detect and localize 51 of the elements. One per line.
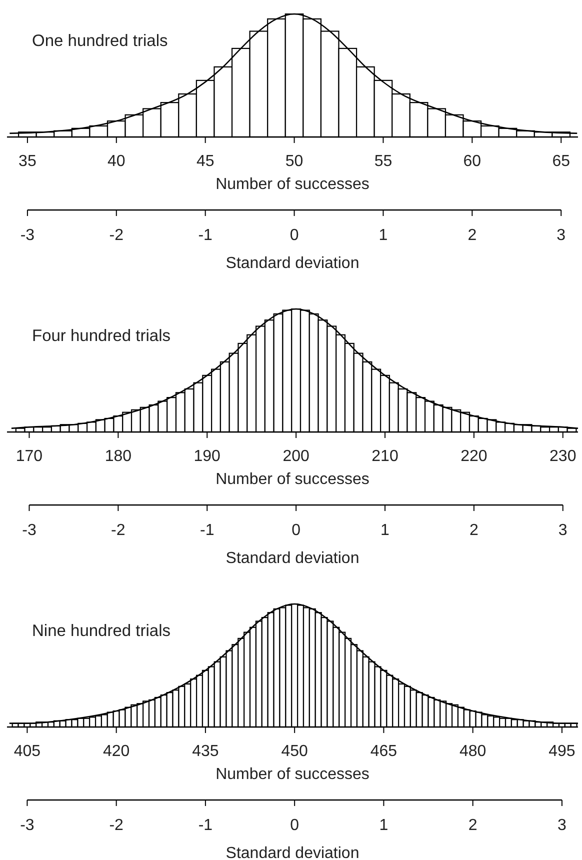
x-tick-label: 40 [108,153,126,170]
x-tick-label: 230 [550,448,576,465]
x-tick-label: 435 [192,743,219,760]
x2-tick-label: 1 [380,522,390,539]
x-tick-label: 405 [14,743,41,760]
x2-tick-label: -1 [198,817,213,834]
x-tick-label: 220 [460,448,488,465]
x-tick-label: 170 [16,448,43,465]
x-tick-label: 60 [463,153,482,170]
x2-tick-label: 0 [292,522,301,539]
x2-tick-label: -2 [109,817,124,834]
x2-tick-label: -1 [198,227,213,244]
x-tick-label: 480 [459,743,486,760]
x2-tick-label: 2 [469,522,478,539]
x-tick-label: 465 [370,743,398,760]
x2-tick-label: -3 [20,817,34,834]
x2-axis-title: Standard deviation [226,550,360,567]
x-tick-label: 65 [552,153,570,170]
x-tick-label: 450 [281,743,308,760]
x-tick-label: 50 [285,153,304,170]
x2-tick-label: 1 [378,227,388,244]
x2-tick-label: 3 [558,817,567,834]
x2-tick-label: 1 [379,817,388,834]
x2-tick-label: -2 [109,227,124,244]
x2-tick-label: -3 [20,227,35,244]
text: Four hundred trials [32,327,170,345]
x-tick-label: 180 [104,448,132,465]
x2-tick-label: 0 [290,227,299,244]
x2-axis-title: Standard deviation [226,845,360,860]
x2-tick-label: -1 [200,522,214,539]
x2-tick-label: -2 [111,522,126,539]
x-tick-label: 210 [372,448,398,465]
x-axis-title: Number of successes [216,766,370,783]
x2-tick-label: 3 [558,522,568,539]
x-tick-label: 200 [282,448,310,465]
x2-tick-label: -3 [22,522,36,539]
x2-tick-label: 2 [468,817,478,834]
x-axis-title: Number of successes [216,176,370,193]
x2-tick-label: 3 [556,227,566,244]
x2-axis-title: Standard deviation [226,255,360,272]
text: Nine hundred trials [32,622,170,640]
x-tick-label: 55 [374,153,392,170]
x-axis-title: Number of successes [216,471,370,488]
x-tick-label: 190 [194,448,221,465]
text: One hundred trials [32,32,168,50]
x-tick-label: 420 [102,743,130,760]
x2-tick-label: 2 [468,227,477,244]
x2-tick-label: 0 [290,817,300,834]
x-tick-label: 495 [548,743,576,760]
x-tick-label: 35 [18,153,36,170]
x-tick-label: 45 [196,153,214,170]
